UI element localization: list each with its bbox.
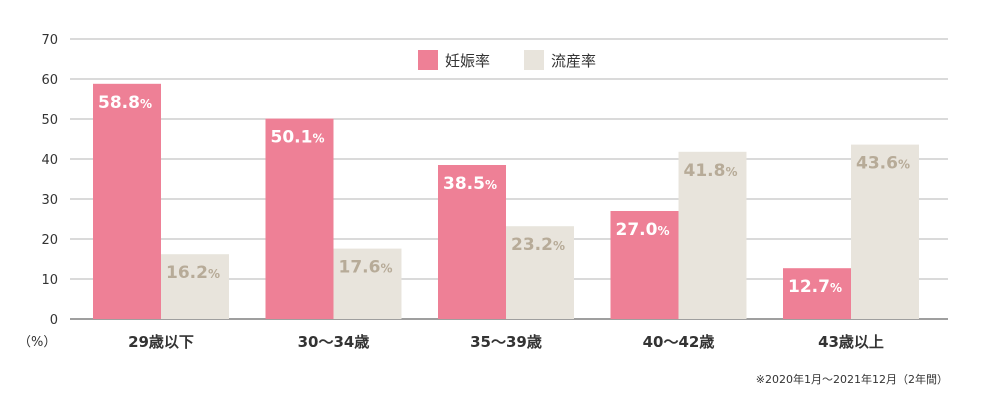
bars xyxy=(93,83,919,319)
x-category-label: 40〜42歳 xyxy=(643,333,715,351)
x-axis: 29歳以下 30〜34歳 35〜39歳 40〜42歳 43歳以上 xyxy=(128,333,884,351)
y-tick-label: 50 xyxy=(41,113,58,128)
bar-miscarriage-rate xyxy=(851,144,919,319)
data-labels: 58.8% 16.2% 50.1% 17.6% 38.5% 23.2% 27.0% 41.8%… xyxy=(98,93,910,297)
bar-pregnancy-rate xyxy=(438,165,506,319)
bar-miscarriage-rate xyxy=(678,151,747,319)
y-tick-label: 70 xyxy=(41,33,58,48)
y-tick-label: 20 xyxy=(41,233,58,248)
data-label: 50.1% xyxy=(271,128,325,148)
data-label: 38.5% xyxy=(443,174,497,194)
x-category-label: 35〜39歳 xyxy=(470,333,542,351)
bar-miscarriage-rate xyxy=(333,248,402,319)
y-tick-label: 40 xyxy=(41,153,58,168)
data-label: 16.2% xyxy=(166,263,220,283)
y-tick-label: 60 xyxy=(41,73,58,88)
bar-miscarriage-rate xyxy=(161,254,229,319)
legend: 妊娠率 流産率 xyxy=(418,50,596,70)
legend-swatch xyxy=(524,50,544,70)
legend-label: 流産率 xyxy=(551,52,596,70)
legend-swatch xyxy=(418,50,438,70)
data-label: 27.0% xyxy=(616,220,670,240)
y-tick-label: 10 xyxy=(41,273,58,288)
x-category-label: 43歳以上 xyxy=(818,333,884,351)
bar-miscarriage-rate xyxy=(506,226,574,319)
bar-pregnancy-rate xyxy=(610,211,679,319)
bar-pregnancy-rate xyxy=(93,83,161,319)
y-axis: 0 10 20 30 40 50 60 70 xyxy=(41,33,58,328)
data-label: 23.2% xyxy=(511,235,565,255)
data-label: 58.8% xyxy=(98,93,152,113)
bar-pregnancy-rate xyxy=(783,268,851,319)
y-tick-label: 0 xyxy=(50,313,58,328)
y-tick-label: 30 xyxy=(41,193,58,208)
bar-pregnancy-rate xyxy=(265,118,334,319)
y-axis-unit-label: （%） xyxy=(18,335,56,350)
data-label: 41.8% xyxy=(684,161,738,181)
data-label: 12.7% xyxy=(788,277,842,297)
data-label: 43.6% xyxy=(856,154,910,174)
legend-label: 妊娠率 xyxy=(445,52,490,70)
data-label: 17.6% xyxy=(339,258,393,278)
x-category-label: 29歳以下 xyxy=(128,333,194,351)
footnote: ※2020年1月〜2021年12月（2年間） xyxy=(756,372,948,386)
x-category-label: 30〜34歳 xyxy=(298,333,370,351)
